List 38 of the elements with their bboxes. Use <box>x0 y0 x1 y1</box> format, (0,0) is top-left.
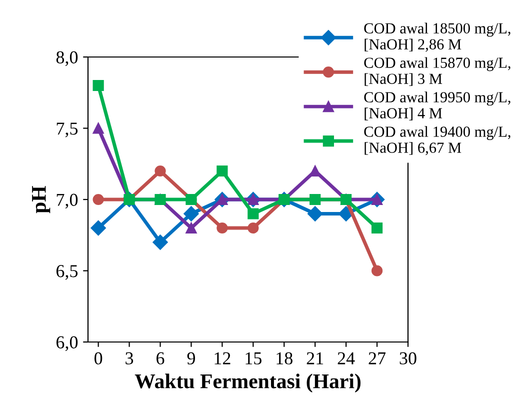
legend-label: COD awal 19950 mg/L, [NaOH] 4 M <box>364 92 510 120</box>
point <box>184 206 199 222</box>
legend-label: COD awal 15870 mg/L, [NaOH] 3 M <box>364 57 510 86</box>
point <box>248 208 259 220</box>
y-tick-label: 8,0 <box>56 51 78 66</box>
point <box>154 165 166 177</box>
x-tick-label: 27 <box>368 352 386 364</box>
legend-label: COD awal 19400 mg/L, [NaOH] 6,67 M <box>364 126 510 156</box>
point <box>92 80 104 92</box>
y-tick-label: 7,0 <box>56 194 78 209</box>
x-axis-title: Waktu Fermentasi (Hari) <box>134 374 360 393</box>
y-tick-label: 6,0 <box>56 336 78 352</box>
x-tick-label: 0 <box>94 352 102 364</box>
point <box>248 222 259 234</box>
y-axis-title: pH <box>32 186 50 214</box>
point <box>90 220 106 236</box>
x-tick-label: 12 <box>214 352 230 364</box>
point <box>216 222 228 234</box>
point <box>371 265 383 276</box>
point <box>371 222 383 234</box>
point <box>92 122 104 134</box>
point <box>310 165 321 177</box>
x-tick-label: 3 <box>126 352 134 364</box>
x-tick-label: 24 <box>338 352 355 364</box>
x-tick-label: 9 <box>187 352 195 364</box>
x-tick-label: 15 <box>246 352 262 364</box>
x-tick-label: 21 <box>306 352 324 364</box>
legend-label: COD awal 18500 mg/L, [NaOH] 2,86 M <box>364 22 510 52</box>
point <box>216 165 228 177</box>
y-tick-label: 6,5 <box>56 265 78 280</box>
x-tick-label: 6 <box>156 352 164 364</box>
x-tick-label: 30 <box>400 352 416 364</box>
point <box>186 222 197 234</box>
point <box>92 194 104 206</box>
point <box>152 234 168 250</box>
y-tick-label: 7,5 <box>56 122 78 138</box>
point <box>308 206 323 222</box>
x-tick-label: 18 <box>276 352 292 364</box>
